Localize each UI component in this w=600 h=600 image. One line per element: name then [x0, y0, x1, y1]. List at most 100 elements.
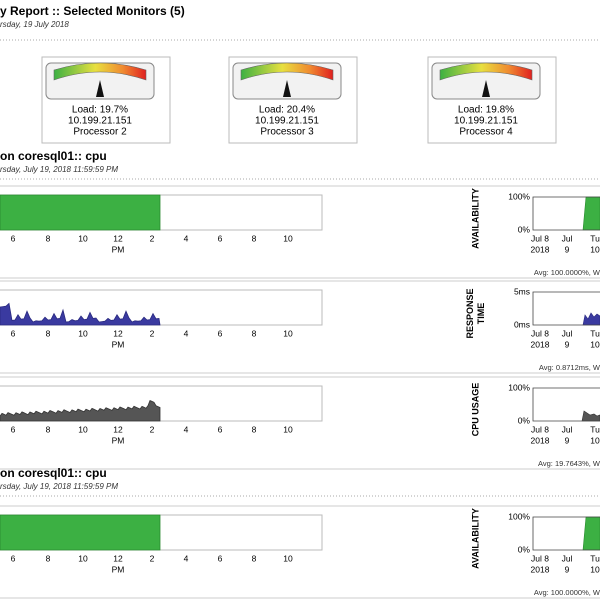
mini-x-tick: Tu: [590, 424, 600, 434]
chart-area: [0, 194, 161, 231]
mini-axis: [532, 291, 600, 326]
x-tick-label: 6: [11, 424, 16, 434]
mini-x-tick: 2018: [531, 564, 550, 574]
mini-y-tick: 0ms: [514, 319, 530, 329]
mini-axis: [532, 196, 600, 231]
x-tick-label: 8: [252, 424, 257, 434]
x-tick-label: 8: [46, 233, 51, 243]
x-tick-label: 2: [150, 233, 155, 243]
x-tick-label: 12: [113, 553, 123, 563]
mini-y-tick: 100%: [508, 191, 530, 201]
row-label: AVAILABILITY: [470, 188, 480, 249]
pm-label: PM: [112, 564, 125, 574]
mini-y-tick: 0%: [518, 544, 531, 554]
x-tick-label: 8: [46, 553, 51, 563]
report-title: y Report :: Selected Monitors (5): [0, 4, 185, 18]
mini-x-tick: Jul 8: [531, 424, 549, 434]
x-tick-label: 8: [46, 328, 51, 338]
gauge-name: Processor 2: [73, 127, 127, 138]
gauge-band: [439, 62, 533, 81]
x-tick-label: 10: [78, 328, 88, 338]
gauge-band: [240, 62, 334, 81]
mini-area: [582, 312, 600, 326]
mini-x-tick: Tu: [590, 328, 600, 338]
gauge-name: Processor 3: [260, 127, 314, 138]
x-tick-label: 12: [113, 424, 123, 434]
mini-x-tick: Tu: [590, 233, 600, 243]
x-tick-label: 10: [283, 424, 293, 434]
row-summary: Avg: 100.0000%, W: [534, 588, 600, 597]
row-label: CPU USAGE: [470, 383, 480, 437]
row-summary: Avg: 19.7643%, W: [538, 459, 600, 468]
gauge-name: Processor 4: [459, 127, 513, 138]
x-tick-label: 10: [283, 328, 293, 338]
x-tick-label: 8: [252, 233, 257, 243]
chart-area: [0, 399, 161, 422]
mini-axis: [532, 387, 600, 422]
mini-x-tick: 9: [565, 339, 570, 349]
section-date: rsday, July 19, 2018 11:59:59 PM: [0, 482, 118, 491]
row-label: RESPONSE: [465, 288, 475, 338]
x-tick-label: 6: [218, 553, 223, 563]
mini-x-tick: 10: [590, 435, 600, 445]
row-summary: Avg: 0.8712ms, W: [539, 363, 600, 372]
gauge-ip: 10.199.21.151: [68, 116, 132, 127]
gauge-load: Load: 20.4%: [259, 105, 315, 116]
x-tick-label: 4: [184, 328, 189, 338]
chart-frame: [0, 514, 323, 551]
x-tick-label: 4: [184, 233, 189, 243]
x-tick-label: 2: [150, 553, 155, 563]
x-tick-label: 6: [11, 553, 16, 563]
mini-x-tick: Jul 8: [531, 553, 549, 563]
chart-area: [0, 514, 161, 551]
mini-x-tick: 10: [590, 244, 600, 254]
gauge-ip: 10.199.21.151: [454, 116, 518, 127]
gauge-load: Load: 19.7%: [72, 105, 128, 116]
mini-x-tick: Jul: [562, 424, 573, 434]
x-tick-label: 8: [252, 328, 257, 338]
gauge-needle: [283, 80, 291, 97]
x-tick-label: 6: [11, 233, 16, 243]
x-tick-label: 10: [283, 233, 293, 243]
row-summary: Avg: 100.0000%, W: [534, 268, 600, 277]
report-date: rsday, 19 July 2018: [0, 20, 69, 29]
mini-x-tick: Jul: [562, 328, 573, 338]
section-title: on coresql01:: cpu: [0, 466, 107, 480]
x-tick-label: 10: [283, 553, 293, 563]
mini-x-tick: 9: [565, 564, 570, 574]
x-tick-label: 2: [150, 424, 155, 434]
x-tick-label: 4: [184, 553, 189, 563]
x-tick-label: 6: [218, 328, 223, 338]
chart-frame: [0, 289, 323, 326]
section-title: on coresql01:: cpu: [0, 149, 107, 163]
pm-label: PM: [112, 435, 125, 445]
pm-label: PM: [112, 339, 125, 349]
mini-x-tick: 10: [590, 564, 600, 574]
mini-y-tick: 100%: [508, 382, 530, 392]
mini-y-tick: 5ms: [514, 286, 530, 296]
x-tick-label: 8: [252, 553, 257, 563]
x-tick-label: 2: [150, 328, 155, 338]
x-tick-label: 4: [184, 424, 189, 434]
x-tick-label: 10: [78, 553, 88, 563]
mini-axis: [532, 516, 600, 551]
row-label: AVAILABILITY: [470, 508, 480, 569]
gauge-ip: 10.199.21.151: [255, 116, 319, 127]
gauge-band: [53, 62, 147, 81]
mini-y-tick: 100%: [508, 511, 530, 521]
mini-x-tick: 2018: [531, 244, 550, 254]
mini-x-tick: 2018: [531, 339, 550, 349]
mini-x-tick: Jul 8: [531, 328, 549, 338]
mini-x-tick: 2018: [531, 435, 550, 445]
gauge-needle: [96, 80, 104, 97]
chart-area: [0, 302, 161, 326]
gauge-load: Load: 19.8%: [458, 105, 514, 116]
mini-x-tick: 9: [565, 435, 570, 445]
chart-frame: [0, 385, 323, 422]
x-tick-label: 6: [11, 328, 16, 338]
mini-y-tick: 0%: [518, 224, 531, 234]
x-tick-label: 12: [113, 233, 123, 243]
mini-x-tick: Jul: [562, 553, 573, 563]
row-label: TIME: [476, 303, 486, 325]
